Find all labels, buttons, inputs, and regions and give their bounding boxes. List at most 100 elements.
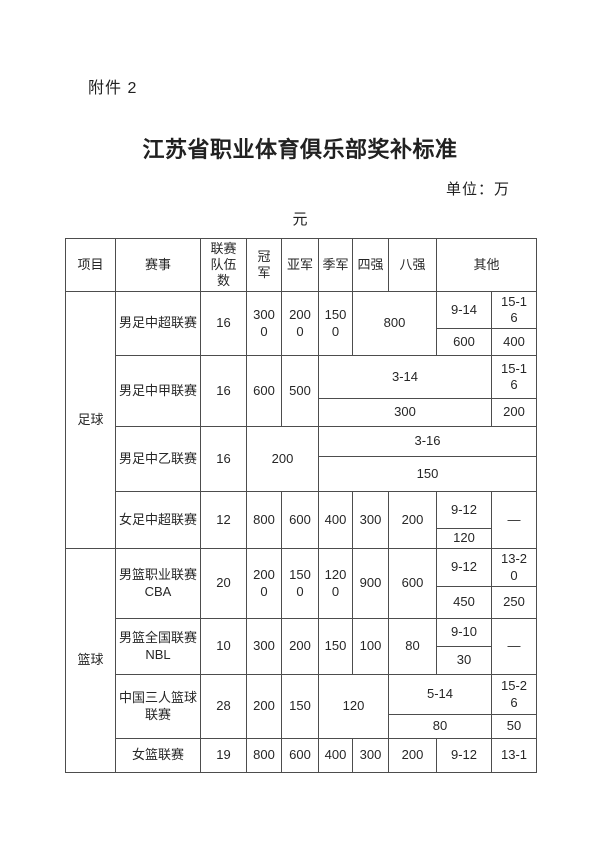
r7-range: 5-14 [388, 674, 492, 715]
r5-team-count: 20 [200, 548, 247, 619]
r1-team-count: 16 [200, 291, 247, 356]
r7-other2-range: 15-2 6 [490, 674, 538, 715]
r4-top8: 200 [388, 491, 437, 549]
r2-other2-value: 200 [490, 398, 538, 427]
r4-other1-range: 9-12 [436, 491, 492, 529]
header-team-count: 联赛 队伍 数 [200, 238, 247, 292]
r1-other2-value: 400 [490, 328, 538, 356]
r6-top4: 100 [352, 618, 389, 675]
table-row: 女足中超联赛 12 800 600 400 300 200 9-12 — [66, 491, 538, 549]
r6-other2: — [490, 618, 538, 675]
r8-team-count: 19 [200, 738, 247, 773]
r2-event: 男足中甲联赛 [115, 355, 201, 427]
group-football: 足球 [65, 291, 116, 549]
r4-champion: 800 [246, 491, 282, 549]
r3-champion-runner-up: 200 [246, 426, 319, 492]
r1-top4-top8: 800 [352, 291, 437, 356]
table-row: 450 250 [66, 586, 538, 619]
unit-note-line2: 元 [292, 211, 308, 228]
r1-runner-up: 200 0 [281, 291, 319, 356]
r8-other2: 13-1 [490, 738, 538, 773]
r8-champion: 800 [246, 738, 282, 773]
r3-team-count: 16 [200, 426, 247, 492]
group-basketball: 篮球 [65, 548, 116, 773]
r6-team-count: 10 [200, 618, 247, 675]
page-title: 江苏省职业体育俱乐部奖补标准 [142, 137, 458, 162]
r8-other1: 9-12 [436, 738, 492, 773]
r3-event: 男足中乙联赛 [115, 426, 201, 492]
r8-runner-up: 600 [281, 738, 319, 773]
r4-other2: — [490, 491, 538, 549]
r2-team-count: 16 [200, 355, 247, 427]
r7-other2-value: 50 [490, 714, 538, 739]
r4-other1-value: 120 [436, 528, 492, 549]
header-other: 其他 [435, 238, 538, 292]
r4-top4: 300 [352, 491, 389, 549]
table-row: 男足中乙联赛 16 200 3-16 [66, 426, 538, 492]
r5-champion: 200 0 [246, 548, 282, 619]
r1-champion: 300 0 [246, 291, 282, 356]
r7-runner-up: 150 [281, 674, 319, 739]
r5-top4: 900 [352, 548, 389, 619]
table-row: 女篮联赛 19 800 600 400 300 200 9-12 13-1 [66, 738, 538, 773]
r2-runner-up: 500 [281, 355, 319, 427]
r5-other1-value: 450 [436, 586, 492, 619]
r2-range: 3-14 [318, 355, 492, 399]
table-row: 篮球 男篮职业联赛 CBA 20 200 0 150 0 120 0 900 6… [65, 548, 538, 773]
table-header-row: 项目 赛事 联赛 队伍 数 冠 军 亚军 季军 四强 八强 其他 [65, 238, 538, 292]
table-row: 足球 男足中超联赛 16 300 0 200 0 150 0 800 9-14 … [65, 291, 538, 549]
table-row: 600 400 [66, 328, 538, 356]
header-event: 赛事 [115, 238, 201, 292]
header-third: 季军 [318, 238, 353, 292]
r4-event: 女足中超联赛 [115, 491, 201, 549]
header-project: 项目 [65, 238, 116, 292]
r1-other1-range: 9-14 [436, 291, 492, 329]
table-row: 男篮全国联赛 NBL 10 300 200 150 100 80 9-10 — [66, 618, 538, 675]
r1-other2-range: 15-1 6 [490, 291, 538, 329]
r5-other1-range: 9-12 [436, 548, 492, 587]
r5-runner-up: 150 0 [281, 548, 319, 619]
r7-team-count: 28 [200, 674, 247, 739]
header-top4: 四强 [352, 238, 389, 292]
r7-champion: 200 [246, 674, 282, 739]
r5-other2-range: 13-2 0 [490, 548, 538, 587]
unit-note-line1: 单位：万 [445, 181, 510, 198]
r8-top4: 300 [352, 738, 389, 773]
header-champion: 冠 军 [246, 238, 282, 292]
table-row: 80 50 [66, 714, 538, 739]
r6-third: 150 [318, 618, 353, 675]
r2-champion: 600 [246, 355, 282, 427]
r4-team-count: 12 [200, 491, 247, 549]
header-runner-up: 亚军 [281, 238, 319, 292]
r5-event: 男篮职业联赛 CBA [115, 548, 201, 619]
r8-event: 女篮联赛 [115, 738, 201, 773]
rewards-table: 项目 赛事 联赛 队伍 数 冠 军 亚军 季军 四强 八强 其他 足球 男足中超… [65, 238, 538, 773]
r6-top8: 80 [388, 618, 437, 675]
table-row: 男足中甲联赛 16 600 500 3-14 15-1 6 [66, 355, 538, 427]
table-row: 150 [66, 456, 538, 492]
r5-third: 120 0 [318, 548, 353, 619]
r3-range: 3-16 [317, 426, 538, 457]
r6-champion: 300 [246, 618, 282, 675]
r3-range-value: 150 [317, 456, 538, 492]
r2-other2-range: 15-1 6 [490, 355, 538, 399]
r2-range-value: 300 [318, 398, 492, 427]
table-row: 中国三人篮球 联赛 28 200 150 120 5-14 15-2 6 [66, 674, 538, 739]
r1-third: 150 0 [318, 291, 353, 356]
r8-top8: 200 [388, 738, 437, 773]
r6-event: 男篮全国联赛 NBL [115, 618, 201, 675]
r5-other2-value: 250 [490, 586, 538, 619]
r7-range-value: 80 [388, 714, 492, 739]
r6-other1-value: 30 [436, 646, 492, 675]
attachment-label: 附件 2 [88, 80, 138, 97]
r4-third: 400 [318, 491, 353, 549]
r6-other1-range: 9-10 [436, 618, 492, 647]
r4-runner-up: 600 [281, 491, 319, 549]
r7-event: 中国三人篮球 联赛 [115, 674, 201, 739]
r7-third-top4: 120 [318, 674, 389, 739]
r1-event: 男足中超联赛 [115, 291, 201, 356]
header-top8: 八强 [388, 238, 437, 292]
r8-third: 400 [318, 738, 353, 773]
r5-top8: 600 [388, 548, 437, 619]
